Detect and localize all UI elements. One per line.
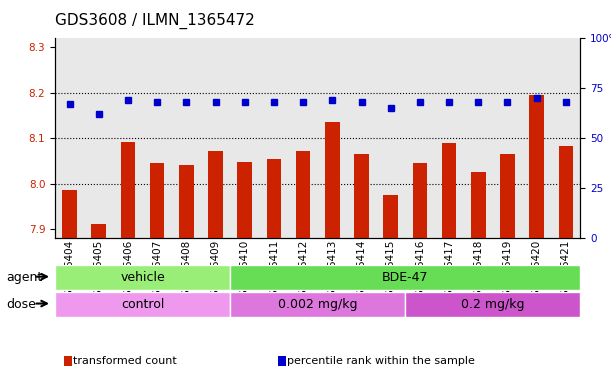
Bar xyxy=(120,142,135,238)
Bar xyxy=(296,151,310,238)
FancyBboxPatch shape xyxy=(230,292,405,317)
Bar xyxy=(354,154,369,238)
Bar xyxy=(266,159,281,238)
Text: GDS3608 / ILMN_1365472: GDS3608 / ILMN_1365472 xyxy=(55,13,255,29)
Text: control: control xyxy=(121,298,164,311)
Bar xyxy=(208,151,223,238)
Text: agent: agent xyxy=(6,271,42,284)
Text: 0.002 mg/kg: 0.002 mg/kg xyxy=(278,298,357,311)
Bar xyxy=(238,162,252,238)
Bar xyxy=(412,163,427,238)
FancyBboxPatch shape xyxy=(230,265,580,290)
Text: vehicle: vehicle xyxy=(120,271,165,284)
Bar xyxy=(529,95,544,238)
Text: BDE-47: BDE-47 xyxy=(382,271,428,284)
Bar xyxy=(179,165,194,238)
Text: dose: dose xyxy=(6,298,36,311)
Bar xyxy=(325,122,340,238)
Bar xyxy=(442,143,456,238)
Bar xyxy=(62,190,77,238)
Bar xyxy=(558,146,573,238)
Bar xyxy=(92,223,106,238)
Bar xyxy=(150,163,164,238)
Bar xyxy=(384,195,398,238)
FancyBboxPatch shape xyxy=(405,292,580,317)
Bar xyxy=(500,154,514,238)
Text: transformed count: transformed count xyxy=(73,356,177,366)
Text: 0.2 mg/kg: 0.2 mg/kg xyxy=(461,298,525,311)
Bar xyxy=(471,172,486,238)
FancyBboxPatch shape xyxy=(55,265,230,290)
FancyBboxPatch shape xyxy=(55,292,230,317)
Text: percentile rank within the sample: percentile rank within the sample xyxy=(287,356,475,366)
